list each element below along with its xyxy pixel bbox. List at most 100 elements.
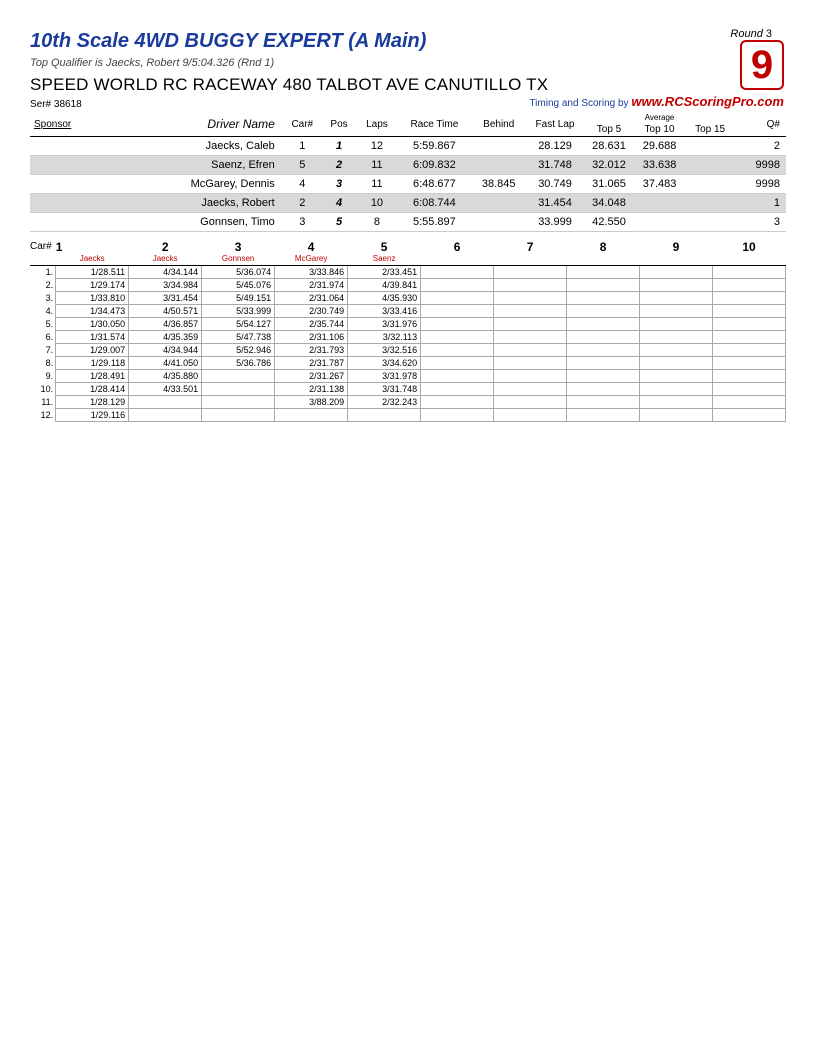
lap-index: 12. <box>30 409 56 422</box>
lap-cell <box>494 331 567 344</box>
col-behind: Behind <box>471 112 526 137</box>
col-q: Q# <box>735 112 786 137</box>
col-pos: Pos <box>322 112 356 137</box>
lap-cell <box>567 344 640 357</box>
lap-cell: 4/50.571 <box>129 305 202 318</box>
laps-cell: 12 <box>356 137 397 156</box>
lap-cell <box>712 409 785 422</box>
lap-cell: 3/33.846 <box>275 266 348 279</box>
lap-cell: 3/34.984 <box>129 279 202 292</box>
lap-row: 5.1/30.0504/36.8575/54.1272/35.7443/31.9… <box>30 318 786 331</box>
lap-index: 3. <box>30 292 56 305</box>
lap-cell: 4/35.930 <box>348 292 421 305</box>
q-cell: 1 <box>735 194 786 213</box>
top5-cell: 34.048 <box>584 194 635 213</box>
laps-cell: 10 <box>356 194 397 213</box>
lap-cell <box>640 331 713 344</box>
lap-cell <box>421 370 494 383</box>
top10-cell: 37.483 <box>634 175 685 194</box>
lap-cell <box>421 383 494 396</box>
car-num-header: 8 <box>567 238 640 254</box>
fastlap-cell: 33.999 <box>526 213 583 232</box>
lap-cell: 5/33.999 <box>202 305 275 318</box>
fastlap-cell: 31.454 <box>526 194 583 213</box>
table-row: Saenz, Efren52116:09.83231.74832.01233.6… <box>30 156 786 175</box>
car-num-header: 6 <box>421 238 494 254</box>
results-table: Sponsor Driver Name Car# Pos Laps Race T… <box>30 112 786 232</box>
lap-index: 8. <box>30 357 56 370</box>
lap-cell <box>712 396 785 409</box>
lap-driver-name: McGarey <box>275 254 348 266</box>
lap-index: 9. <box>30 370 56 383</box>
lap-cell: 4/35.359 <box>129 331 202 344</box>
lap-cell <box>712 344 785 357</box>
table-row: Jaecks, Caleb11125:59.86728.12928.63129.… <box>30 137 786 156</box>
lap-cell <box>494 344 567 357</box>
round-num: 3 <box>766 28 772 40</box>
lap-driver-pad <box>30 254 56 266</box>
col-driver: Driver Name <box>110 112 282 137</box>
lap-cell: 3/31.978 <box>348 370 421 383</box>
lap-cell: 1/28.129 <box>56 396 129 409</box>
lap-cell <box>567 266 640 279</box>
lap-cell: 1/33.810 <box>56 292 129 305</box>
car-label-header: Car# <box>30 238 56 254</box>
lap-cell <box>494 266 567 279</box>
page-title: 10th Scale 4WD BUGGY EXPERT (A Main) <box>30 30 786 53</box>
lap-cell: 3/31.976 <box>348 318 421 331</box>
lap-cell: 5/54.127 <box>202 318 275 331</box>
lap-cell <box>640 292 713 305</box>
lap-cell: 2/35.744 <box>275 318 348 331</box>
lap-index: 5. <box>30 318 56 331</box>
lap-cell <box>640 383 713 396</box>
behind-cell: 38.845 <box>471 175 526 194</box>
lap-cell <box>494 396 567 409</box>
race-number: 9 <box>751 45 773 85</box>
lap-cell: 2/31.787 <box>275 357 348 370</box>
lap-cell: 1/31.574 <box>56 331 129 344</box>
lap-cell <box>421 396 494 409</box>
lap-cell: 4/36.857 <box>129 318 202 331</box>
lap-cell <box>421 344 494 357</box>
scoring-credit: Timing and Scoring by www.RCScoringPro.c… <box>529 94 784 109</box>
lap-row: 1.1/28.5114/34.1445/36.0743/33.8462/33.4… <box>30 266 786 279</box>
laps-cell: 11 <box>356 156 397 175</box>
sponsor-cell <box>30 213 110 232</box>
lap-cell: 2/31.106 <box>275 331 348 344</box>
lap-cell: 2/31.267 <box>275 370 348 383</box>
q-cell: 3 <box>735 213 786 232</box>
lap-cell <box>712 279 785 292</box>
lap-cell <box>640 370 713 383</box>
lap-cell <box>421 266 494 279</box>
pos-cell: 1 <box>322 137 356 156</box>
q-cell: 9998 <box>735 156 786 175</box>
lap-cell <box>275 409 348 422</box>
lap-cell: 4/34.144 <box>129 266 202 279</box>
top5-cell: 28.631 <box>584 137 635 156</box>
lap-cell <box>567 292 640 305</box>
lap-row: 4.1/34.4734/50.5715/33.9992/30.7493/33.4… <box>30 305 786 318</box>
scoring-label: Timing and Scoring by <box>529 98 628 109</box>
col-avg-group: Average <box>584 112 736 123</box>
lap-cell <box>421 292 494 305</box>
fastlap-cell: 31.748 <box>526 156 583 175</box>
sponsor-cell <box>30 156 110 175</box>
lap-cell <box>712 331 785 344</box>
behind-cell <box>471 156 526 175</box>
lap-cell: 3/88.209 <box>275 396 348 409</box>
round-label: Round 3 <box>730 28 772 40</box>
lap-driver-name <box>712 254 785 266</box>
q-cell: 2 <box>735 137 786 156</box>
lap-cell <box>712 292 785 305</box>
car-num-header: 9 <box>640 238 713 254</box>
lap-cell: 5/36.074 <box>202 266 275 279</box>
behind-cell <box>471 213 526 232</box>
top10-cell <box>634 194 685 213</box>
lap-row: 10.1/28.4144/33.5012/31.1383/31.748 <box>30 383 786 396</box>
round-text: Round <box>730 28 762 40</box>
scoring-url: www.RCScoringPro.com <box>631 94 784 109</box>
lap-cell: 2/31.138 <box>275 383 348 396</box>
lap-cell <box>640 305 713 318</box>
lap-cell <box>421 331 494 344</box>
lap-driver-name <box>567 254 640 266</box>
